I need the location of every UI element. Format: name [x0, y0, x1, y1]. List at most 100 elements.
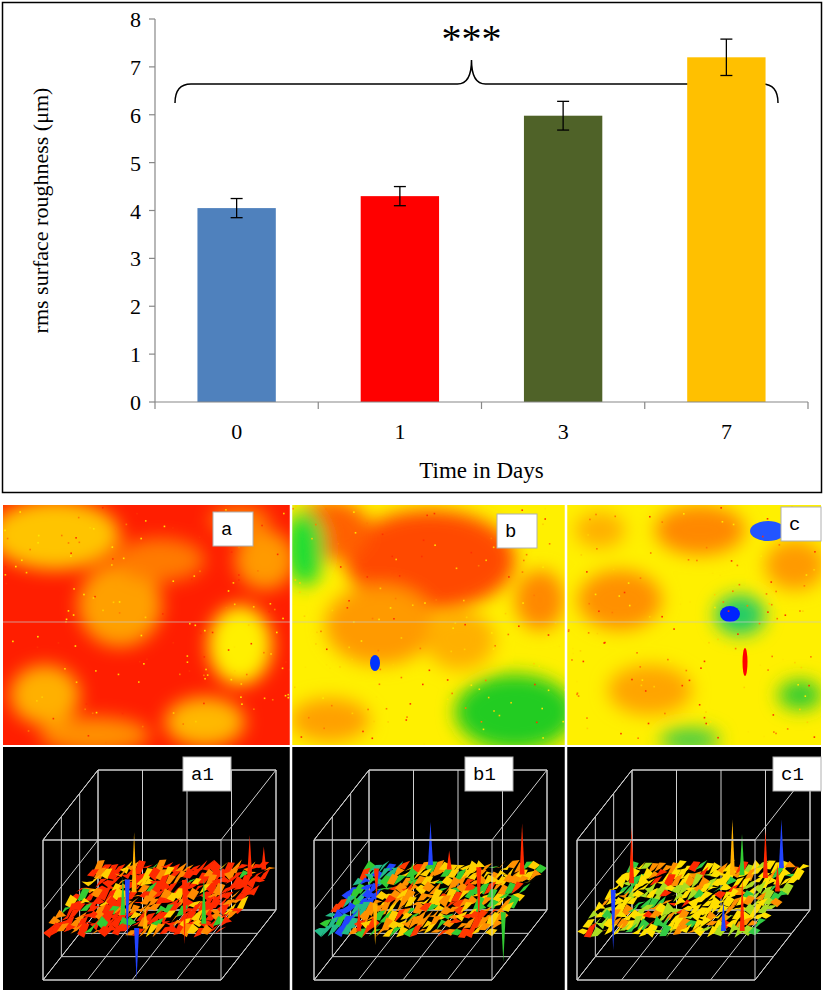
map-speckle: [534, 684, 536, 686]
map-speckle: [75, 645, 77, 647]
map-speckle: [95, 670, 97, 672]
surface: [43, 860, 276, 938]
map-speckle: [412, 604, 414, 606]
map-speckle: [386, 708, 388, 710]
map-speckle: [723, 601, 725, 603]
map-speckle: [785, 614, 787, 616]
map-speckle: [603, 642, 605, 644]
surface-cell: [659, 924, 671, 936]
map-speckle: [88, 735, 90, 737]
map-speckle: [537, 557, 539, 559]
map-speckle: [447, 699, 449, 701]
error-bar-cap: [557, 101, 569, 102]
map-speckle: [353, 511, 355, 513]
surface-cell: [502, 902, 514, 912]
surface-cell: [784, 861, 796, 867]
surface-cell: [591, 927, 603, 937]
map-speckle: [96, 712, 98, 714]
surface-cell: [253, 876, 265, 882]
map-speckle: [391, 556, 393, 558]
map-speckle: [253, 606, 255, 608]
bars: [197, 39, 765, 402]
map-speckle: [164, 526, 166, 528]
map-blob: [715, 595, 765, 635]
map-speckle: [764, 567, 766, 569]
map-blob: [40, 717, 150, 745]
map-speckle: [510, 702, 512, 704]
box-grid: [577, 910, 632, 980]
map-speckle: [204, 630, 206, 632]
map-speckle: [645, 690, 647, 692]
map-speckle: [707, 724, 709, 726]
map-speckle: [587, 534, 589, 536]
map-speckle: [401, 677, 403, 679]
map-blob: [292, 698, 370, 742]
surface-cell: [748, 927, 760, 935]
map-spot: [743, 648, 748, 676]
map-speckle: [378, 619, 380, 621]
surface-spike: [143, 906, 148, 929]
map-speckle: [737, 633, 739, 635]
surface-ground: [292, 746, 565, 990]
error-bar-cap: [231, 198, 243, 199]
map-speckle: [700, 566, 702, 568]
surface-box-back: [314, 770, 547, 980]
map-speckle: [251, 643, 253, 645]
map-speckle: [195, 721, 197, 723]
map-speckle: [807, 721, 809, 723]
map-speckle: [140, 538, 142, 540]
map-speckle: [122, 713, 124, 715]
y-tick: [149, 210, 155, 211]
surface-cell: [461, 902, 473, 913]
map-speckle: [145, 617, 147, 619]
map-speckle: [485, 560, 487, 562]
map-speckle: [301, 736, 303, 738]
map-speckle: [614, 516, 616, 518]
map-speckle: [204, 678, 206, 680]
map-speckle: [401, 637, 403, 639]
map-blob: [10, 665, 80, 725]
map-label: a: [221, 519, 232, 541]
map-speckle: [661, 521, 663, 523]
map-speckle: [191, 578, 193, 580]
map-speckle: [142, 726, 144, 728]
map-speckle: [548, 634, 550, 636]
map-speckle: [276, 632, 278, 634]
surface-cell: [706, 887, 718, 892]
map-speckle: [84, 709, 86, 711]
map-speckle: [339, 666, 341, 668]
map-speckle: [83, 594, 85, 596]
map-speckle: [332, 610, 334, 612]
map-speckle: [78, 517, 80, 519]
map-speckle: [797, 684, 799, 686]
map-speckle: [424, 602, 426, 604]
y-tick: [149, 162, 155, 163]
surface-cell: [494, 860, 506, 868]
map-speckle: [405, 719, 407, 721]
map-speckle: [733, 524, 735, 526]
map-speckle: [717, 737, 719, 739]
map-speckle: [595, 514, 597, 516]
map-speckle: [481, 721, 483, 723]
map-speckle: [572, 653, 574, 655]
error-bar-cap: [394, 205, 406, 206]
map-speckle: [263, 652, 265, 654]
map-speckle: [762, 536, 764, 538]
chart-frame: [3, 3, 822, 493]
map-blob: [115, 538, 205, 582]
map-blob: [208, 605, 272, 685]
map-speckle: [233, 582, 235, 584]
map-speckle: [66, 619, 68, 621]
map-speckle: [456, 568, 458, 570]
surface-spike: [410, 863, 415, 881]
map-speckle: [199, 536, 201, 538]
surface-cell: [700, 891, 712, 898]
map-blob: [515, 570, 565, 630]
surface-spike: [125, 880, 130, 939]
surface-cell: [164, 910, 176, 917]
y-axis-title: rms surface roughness (μm): [28, 88, 53, 334]
map-speckle: [771, 656, 773, 658]
map-speckle: [295, 505, 297, 507]
map-speckle: [143, 663, 145, 665]
map-speckle: [119, 601, 121, 603]
